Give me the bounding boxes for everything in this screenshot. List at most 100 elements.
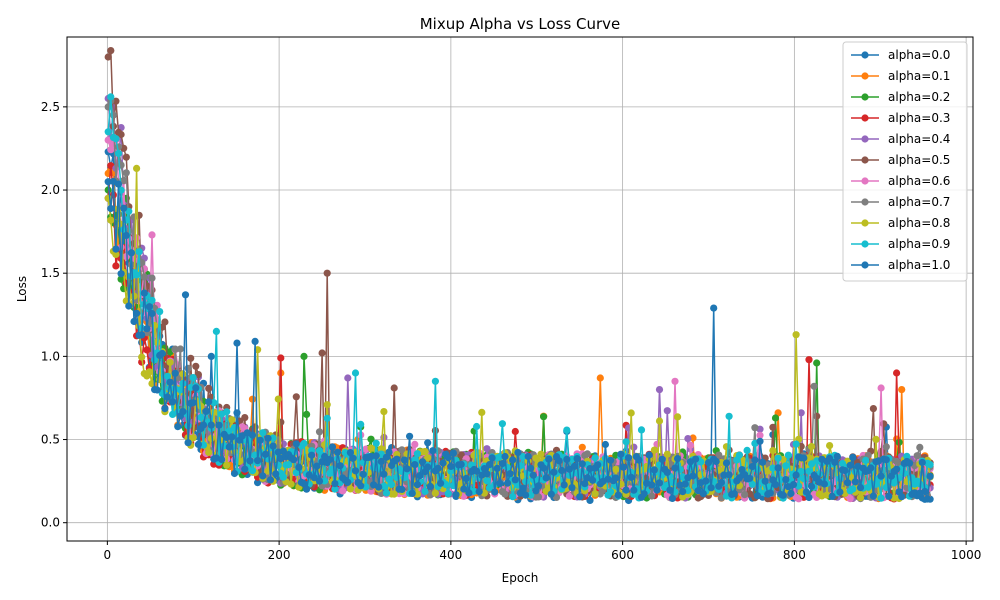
data-point xyxy=(650,446,659,454)
y-tick-label: 1.0 xyxy=(41,349,60,363)
data-point xyxy=(496,453,504,461)
data-point xyxy=(174,423,182,431)
data-point xyxy=(398,485,406,493)
data-point xyxy=(218,455,226,464)
data-point xyxy=(377,445,385,453)
legend-marker xyxy=(861,51,869,59)
data-point xyxy=(802,488,811,496)
data-point xyxy=(117,130,125,139)
data-point xyxy=(112,135,120,143)
data-point xyxy=(565,492,574,500)
legend-label: alpha=0.7 xyxy=(888,195,950,209)
data-point xyxy=(779,491,787,499)
data-point xyxy=(849,485,857,493)
data-point xyxy=(715,451,723,459)
data-point xyxy=(524,452,532,461)
x-axis-label: Epoch xyxy=(502,571,539,585)
data-point xyxy=(163,393,172,401)
data-point xyxy=(413,450,421,458)
data-point xyxy=(205,384,213,392)
data-point xyxy=(496,479,504,487)
data-point xyxy=(918,458,926,467)
data-point xyxy=(148,296,156,304)
data-point xyxy=(534,482,543,490)
data-point xyxy=(323,269,331,277)
data-point xyxy=(813,359,821,367)
data-point xyxy=(751,424,759,432)
data-point xyxy=(751,456,759,464)
data-point xyxy=(630,443,638,451)
data-point xyxy=(761,477,769,485)
data-point xyxy=(269,442,277,450)
data-point xyxy=(596,374,604,382)
data-point xyxy=(135,248,143,256)
data-point xyxy=(161,405,169,413)
data-point xyxy=(658,455,666,463)
data-point xyxy=(547,490,555,498)
data-point xyxy=(259,472,267,480)
data-point xyxy=(692,455,700,463)
data-point xyxy=(189,374,197,382)
data-point xyxy=(434,447,442,455)
data-point xyxy=(166,358,174,366)
data-point xyxy=(668,494,677,502)
data-point xyxy=(346,449,354,457)
data-point xyxy=(550,468,558,476)
data-point xyxy=(117,275,125,283)
data-point xyxy=(228,416,236,424)
data-point xyxy=(107,204,115,213)
data-point xyxy=(666,486,674,494)
data-point xyxy=(655,386,664,394)
data-point xyxy=(534,493,543,501)
data-point xyxy=(795,495,803,503)
data-point xyxy=(617,450,625,458)
data-point xyxy=(310,474,318,482)
data-point xyxy=(671,464,679,472)
data-point xyxy=(156,308,164,316)
data-point xyxy=(202,407,210,415)
legend-box xyxy=(842,41,968,282)
data-point xyxy=(663,407,671,415)
data-point xyxy=(112,250,120,258)
data-point xyxy=(905,459,914,467)
data-point xyxy=(689,472,697,480)
data-point xyxy=(184,439,192,447)
plot-frame xyxy=(66,36,974,542)
data-point xyxy=(323,414,331,422)
legend-label: alpha=0.0 xyxy=(888,48,950,62)
data-point xyxy=(462,474,470,482)
data-point xyxy=(748,463,756,471)
data-point xyxy=(223,461,231,469)
data-point xyxy=(893,369,901,377)
data-point xyxy=(653,486,661,494)
data-point xyxy=(663,450,671,458)
data-point xyxy=(722,459,731,467)
data-point xyxy=(578,443,586,451)
x-tick-label: 400 xyxy=(439,548,462,562)
x-tick-label: 800 xyxy=(783,548,806,562)
data-point xyxy=(248,467,257,475)
data-point xyxy=(416,472,424,480)
y-tick-label: 1.5 xyxy=(41,266,60,280)
data-point xyxy=(614,491,622,499)
x-tick-label: 1000 xyxy=(951,548,982,562)
data-point xyxy=(390,384,398,392)
data-point xyxy=(385,448,393,456)
data-point xyxy=(501,490,509,498)
data-point xyxy=(225,443,233,451)
data-point xyxy=(769,423,777,431)
data-point xyxy=(774,454,782,462)
data-point xyxy=(351,467,360,475)
data-point xyxy=(212,327,220,335)
data-point xyxy=(321,441,329,449)
data-point xyxy=(570,462,579,470)
data-point xyxy=(648,481,656,489)
data-point xyxy=(452,491,460,499)
data-point xyxy=(138,331,146,339)
data-point xyxy=(488,454,496,462)
data-point xyxy=(722,443,731,451)
data-point xyxy=(789,481,798,489)
data-point xyxy=(619,463,628,471)
data-point xyxy=(511,427,519,436)
